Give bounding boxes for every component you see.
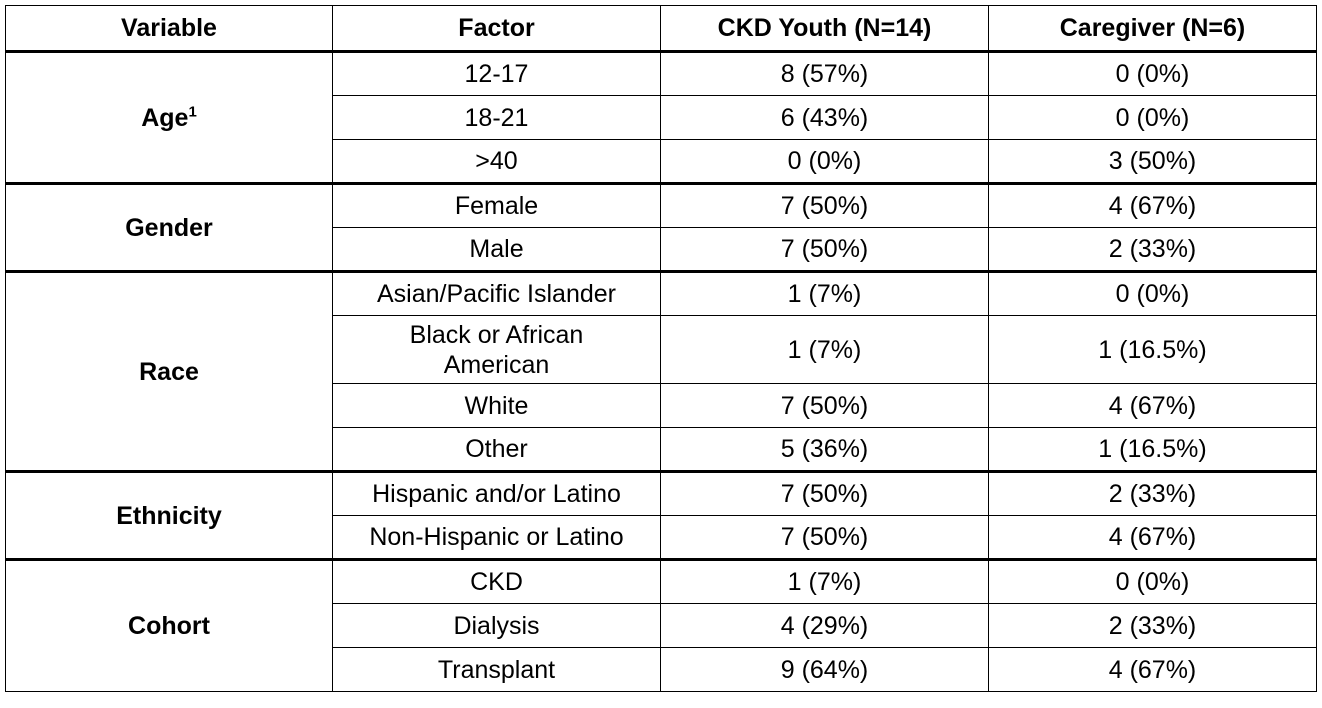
- ckd-youth-cell: 7 (50%): [660, 383, 989, 428]
- ckd-youth-cell: 7 (50%): [660, 182, 989, 228]
- header-row: Variable Factor CKD Youth (N=14) Caregiv…: [5, 5, 1317, 53]
- table-row: Ethnicity Hispanic and/or Latino 7 (50%)…: [5, 470, 1317, 560]
- caregiver-cell: 2 (33%): [988, 227, 1317, 272]
- table-row: Age1 12-17 8 (57%) 0 (0%): [5, 50, 1317, 184]
- ckd-youth-cell: 1 (7%): [660, 558, 989, 604]
- ckd-youth-cell: 0 (0%): [660, 139, 989, 184]
- factor-cell: White: [332, 383, 661, 428]
- ckd-youth-cell: 6 (43%): [660, 95, 989, 140]
- caregiver-cell: 1 (16.5%): [988, 427, 1317, 472]
- table-row: Gender Female 7 (50%) 4 (67%): [5, 182, 1317, 272]
- table-row: Race Asian/Pacific Islander 1 (7%) 0 (0%…: [5, 270, 1317, 472]
- caregiver-cell: 4 (67%): [988, 647, 1317, 692]
- factor-cell: Transplant: [332, 647, 661, 692]
- variable-cell: Ethnicity: [5, 470, 333, 560]
- table-row: Black or African American 1 (7%) 1 (16.5…: [6, 315, 1317, 384]
- factor-cell: 12-17: [332, 50, 661, 96]
- factor-cell: >40: [332, 139, 661, 184]
- factor-cell: CKD: [332, 558, 661, 604]
- table-row: Dialysis 4 (29%) 2 (33%): [6, 603, 1317, 648]
- ckd-youth-cell: 7 (50%): [660, 227, 989, 272]
- footnote-marker: 1: [188, 103, 197, 121]
- table-row: White 7 (50%) 4 (67%): [6, 383, 1317, 428]
- table-row: Transplant 9 (64%) 4 (67%): [6, 647, 1317, 692]
- column-header: Variable: [5, 5, 333, 53]
- caregiver-cell: 4 (67%): [988, 515, 1317, 560]
- caregiver-cell: 2 (33%): [988, 603, 1317, 648]
- column-header: CKD Youth (N=14): [660, 5, 989, 53]
- table-row: 18-21 6 (43%) 0 (0%): [6, 95, 1317, 140]
- table-row: Cohort CKD 1 (7%) 0 (0%): [5, 558, 1317, 692]
- caregiver-cell: 4 (67%): [988, 182, 1317, 228]
- caregiver-cell: 0 (0%): [988, 95, 1317, 140]
- factor-cell: Dialysis: [332, 603, 661, 648]
- factor-cell: Other: [332, 427, 661, 472]
- caregiver-cell: 4 (67%): [988, 383, 1317, 428]
- caregiver-cell: 2 (33%): [988, 470, 1317, 516]
- ckd-youth-cell: 8 (57%): [660, 50, 989, 96]
- ckd-youth-cell: 4 (29%): [660, 603, 989, 648]
- caregiver-cell: 1 (16.5%): [988, 315, 1317, 384]
- column-header: Caregiver (N=6): [988, 5, 1317, 53]
- variable-cell: Race: [5, 270, 333, 472]
- factor-cell: 18-21: [332, 95, 661, 140]
- table-row: Other 5 (36%) 1 (16.5%): [6, 427, 1317, 472]
- variable-cell: Gender: [5, 182, 333, 272]
- caregiver-cell: 3 (50%): [988, 139, 1317, 184]
- ckd-youth-cell: 7 (50%): [660, 515, 989, 560]
- caregiver-cell: 0 (0%): [988, 50, 1317, 96]
- ckd-youth-cell: 1 (7%): [660, 270, 989, 316]
- ckd-youth-cell: 9 (64%): [660, 647, 989, 692]
- factor-cell: Hispanic and/or Latino: [332, 470, 661, 516]
- caregiver-cell: 0 (0%): [988, 558, 1317, 604]
- variable-cell: Cohort: [5, 558, 333, 692]
- caregiver-cell: 0 (0%): [988, 270, 1317, 316]
- factor-cell: Asian/Pacific Islander: [332, 270, 661, 316]
- column-header: Factor: [332, 5, 661, 53]
- factor-cell: Non-Hispanic or Latino: [332, 515, 661, 560]
- demographics-table: Variable Factor CKD Youth (N=14) Caregiv…: [5, 5, 1317, 692]
- ckd-youth-cell: 1 (7%): [660, 315, 989, 384]
- ckd-youth-cell: 7 (50%): [660, 470, 989, 516]
- ckd-youth-cell: 5 (36%): [660, 427, 989, 472]
- table-row: Non-Hispanic or Latino 7 (50%) 4 (67%): [6, 515, 1317, 560]
- variable-cell: Age1: [5, 50, 333, 184]
- factor-cell: Male: [332, 227, 661, 272]
- factor-cell: Black or African American: [332, 315, 661, 384]
- factor-cell: Female: [332, 182, 661, 228]
